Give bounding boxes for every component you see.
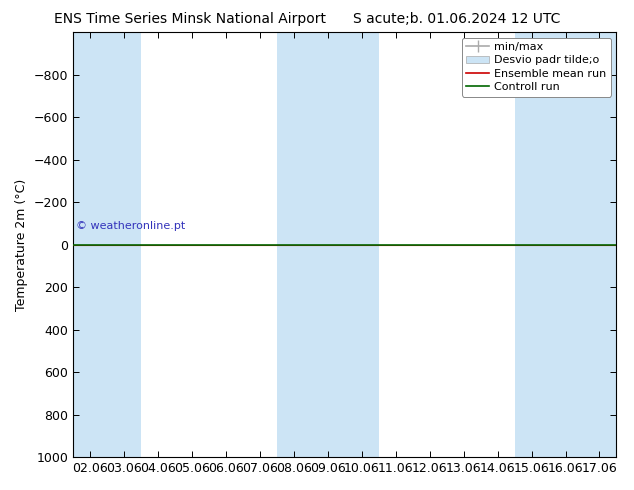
Text: S acute;b. 01.06.2024 12 UTC: S acute;b. 01.06.2024 12 UTC: [353, 12, 560, 26]
Bar: [107, 32, 141, 457]
Bar: [548, 32, 583, 457]
Bar: [311, 32, 345, 457]
Text: © weatheronline.pt: © weatheronline.pt: [75, 220, 185, 230]
Text: ENS Time Series Minsk National Airport: ENS Time Series Minsk National Airport: [54, 12, 327, 26]
Bar: [277, 32, 311, 457]
Bar: [73, 32, 107, 457]
Legend: min/max, Desvio padr tilde;o, Ensemble mean run, Controll run: min/max, Desvio padr tilde;o, Ensemble m…: [462, 38, 611, 97]
Bar: [583, 32, 616, 457]
Bar: [515, 32, 548, 457]
Bar: [345, 32, 378, 457]
Y-axis label: Temperature 2m (°C): Temperature 2m (°C): [15, 178, 28, 311]
